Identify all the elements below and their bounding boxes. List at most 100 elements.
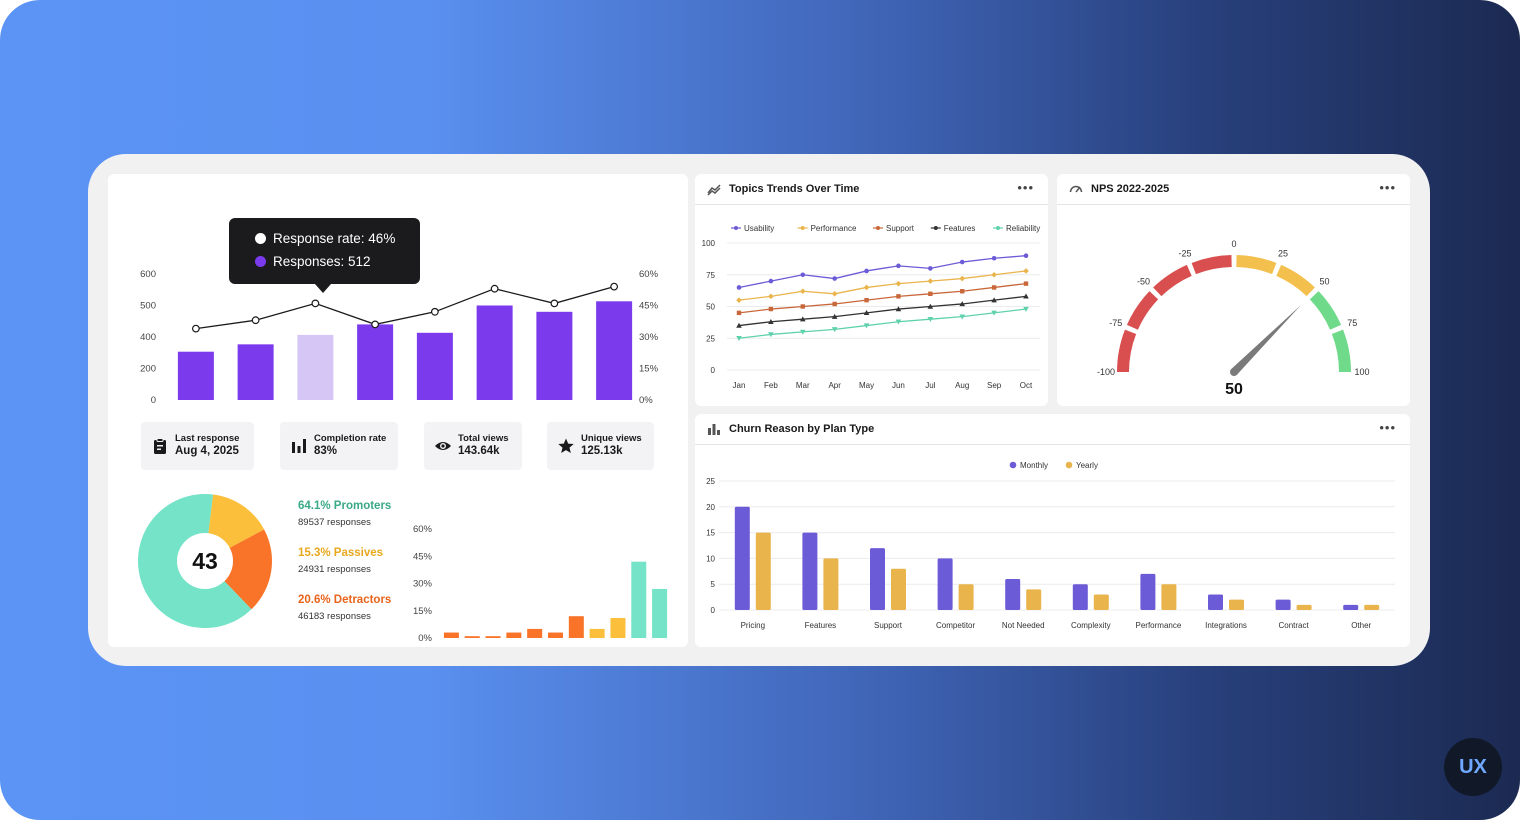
legend-label: Support — [886, 224, 915, 233]
yearly-bar — [1364, 604, 1380, 610]
series-point — [895, 319, 902, 325]
stat-value: 83% — [314, 445, 338, 457]
response-rate-point — [311, 299, 320, 308]
more-options-icon[interactable]: ••• — [1017, 180, 1034, 195]
gauge-needle — [1231, 304, 1302, 375]
series-point — [736, 310, 742, 316]
score-bar — [464, 636, 480, 638]
legend-marker — [933, 226, 938, 230]
series-line — [738, 295, 1027, 327]
y-left-tick-label: 400 — [140, 332, 156, 343]
gauge-icon — [1069, 185, 1083, 193]
series-point — [991, 271, 997, 278]
series-point — [736, 336, 742, 342]
score-distribution-chart: 60%45%30%15%0%012345678910 — [413, 524, 668, 644]
series-line — [738, 308, 1027, 339]
series-point — [927, 303, 934, 309]
y-tick-label: 5 — [711, 580, 716, 589]
more-options-icon[interactable]: ••• — [1379, 420, 1396, 435]
stat-label: Unique views — [581, 433, 642, 444]
series-point — [768, 293, 774, 300]
series-point — [736, 285, 742, 290]
x-tick-label: Mar — [796, 381, 810, 390]
series-point — [895, 306, 902, 312]
card-title: Topics Trends Over Time — [729, 183, 860, 195]
series-point — [1023, 293, 1029, 299]
series-line — [738, 255, 1027, 289]
series-point — [736, 297, 742, 303]
gauge-value: 50 — [1225, 381, 1243, 398]
y-tick-label: 10 — [706, 554, 715, 563]
tooltip-responses-label: Responses: 512 — [273, 254, 371, 269]
gauge-tick-label: -50 — [1137, 276, 1150, 286]
monthly-bar — [1140, 573, 1156, 610]
detractors-count: 46183 responses — [298, 611, 371, 622]
response-bar — [177, 351, 214, 400]
bar-chart-icon — [708, 424, 720, 435]
x-tick-label: April — [366, 413, 385, 414]
x-tick-label: Aug — [606, 413, 623, 414]
series-point — [863, 310, 870, 316]
stat-label: Last response — [175, 433, 240, 444]
tooltip-responses-dot — [255, 256, 266, 267]
x-tick-label: Apr — [828, 381, 841, 390]
series-point — [832, 276, 837, 281]
gauge-segment — [1236, 255, 1277, 275]
score-bar — [652, 588, 668, 638]
eye-icon — [435, 442, 451, 450]
yearly-bar — [891, 568, 906, 610]
yearly-bar — [1026, 589, 1042, 610]
donut-slice — [205, 529, 272, 610]
stat-unique-views: Unique views 125.13k — [547, 422, 654, 470]
y-tick-label: 75 — [706, 271, 715, 280]
gauge-segment — [1126, 291, 1159, 330]
more-options-icon[interactable]: ••• — [1379, 180, 1396, 195]
y-left-tick-label: 200 — [140, 364, 156, 375]
series-point — [895, 280, 902, 287]
promoters-label: 64.1% Promoters — [298, 500, 392, 512]
legend-label: Features — [944, 224, 976, 233]
score-bar — [548, 632, 563, 638]
series-point — [1023, 268, 1029, 274]
x-tick-label: July — [546, 413, 563, 414]
x-tick-label: Aug — [955, 381, 969, 390]
card-title: Churn Reason by Plan Type — [729, 423, 875, 435]
series-point — [831, 327, 838, 333]
churn-bar-chart: Monthly Yearly 25 20 15 10 5 0 Pricing Features Su… — [706, 461, 1395, 630]
score-bar — [631, 561, 647, 638]
monthly-bar — [734, 506, 750, 610]
response-rate-point — [430, 307, 439, 316]
stat-completion-rate: Completion rate 83% — [280, 422, 398, 470]
gauge-segment — [1309, 291, 1342, 330]
stat-label: Total views — [458, 433, 509, 444]
y-right-tick-label: 15% — [639, 364, 659, 375]
gauge-segment — [1276, 264, 1315, 297]
legend-label: Reliability — [1006, 224, 1040, 233]
stat-value: 125.13k — [581, 445, 623, 457]
card-header: Topics Trends Over Time ••• — [695, 174, 1048, 205]
y-right-tick-label: 45% — [639, 301, 659, 312]
yearly-bar — [958, 584, 974, 610]
donut-hole — [177, 533, 233, 589]
promoters-count: 89537 responses — [298, 517, 371, 528]
monthly-bar — [1343, 604, 1359, 610]
score-bar — [485, 636, 501, 638]
series-point — [991, 285, 997, 290]
y-tick-label: 25 — [706, 334, 715, 343]
topics-trends-card: Topics Trends Over Time ••• Usability Per… — [695, 174, 1048, 406]
clipboard-icon — [154, 438, 166, 454]
tooltip-rate: Response rate: 46% — [255, 231, 395, 246]
legend-label: Monthly — [1020, 461, 1048, 470]
response-rate-point — [371, 320, 380, 329]
yearly-bar — [1093, 594, 1109, 610]
nps-score: 43 — [192, 548, 218, 574]
score-bar — [506, 632, 522, 638]
passives-label: 15.3% Passives — [298, 547, 384, 559]
series-point — [863, 284, 870, 291]
churn-reason-card: Churn Reason by Plan Type ••• Monthly Yea… — [695, 414, 1410, 647]
legend-marker — [1009, 461, 1017, 469]
monthly-bar — [1275, 599, 1291, 610]
gauge-segment — [1191, 255, 1232, 275]
trend-lines-icon — [707, 184, 721, 196]
